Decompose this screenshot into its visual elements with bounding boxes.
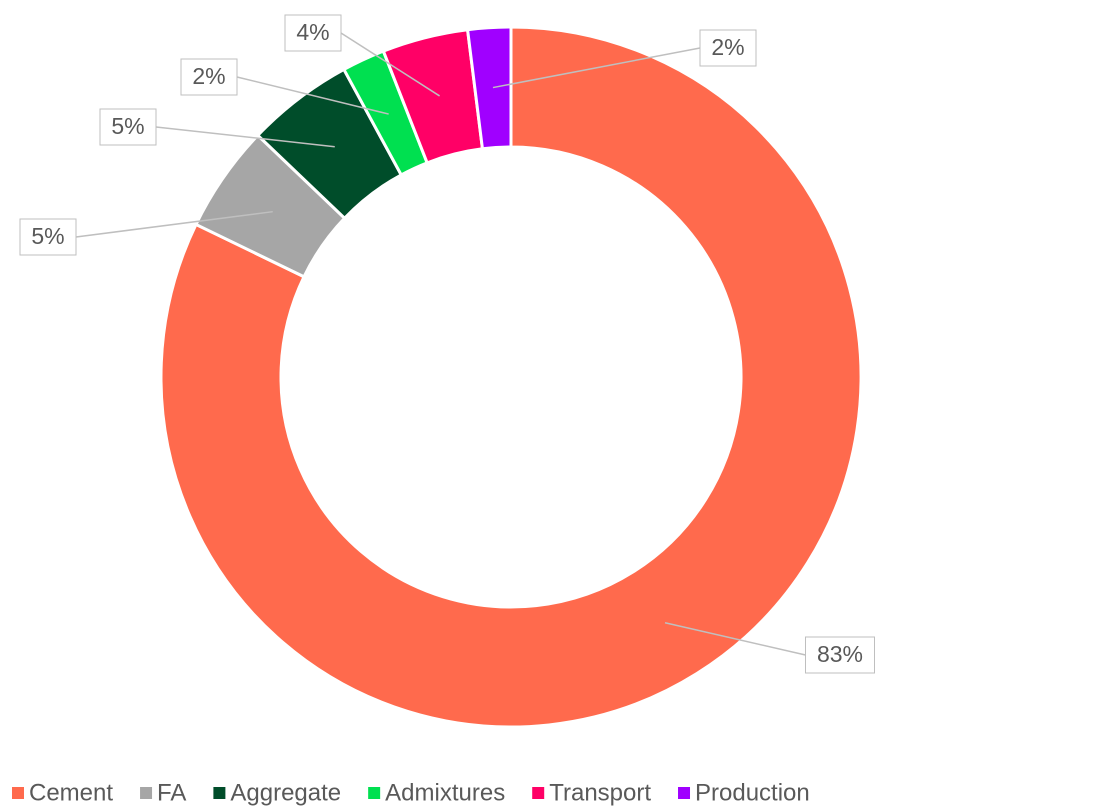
data-label: 5%: [111, 113, 144, 139]
data-label: 5%: [31, 223, 64, 249]
legend-marker: [678, 787, 691, 799]
data-label: 4%: [296, 19, 329, 45]
leader-line: [492, 47, 701, 89]
legend-marker: [532, 787, 545, 799]
label-box: [99, 108, 157, 146]
leader-line: [664, 621, 806, 656]
donut-segment: [465, 25, 513, 151]
legend-label: Admixtures: [385, 779, 505, 806]
legend-marker: [368, 787, 381, 799]
data-label: 2%: [711, 34, 744, 60]
leader-line: [155, 126, 335, 148]
label-box: [284, 14, 342, 52]
label-box: [699, 29, 757, 67]
donut-segment: [159, 25, 863, 729]
leader-line: [75, 210, 273, 238]
legend-marker: [12, 787, 24, 799]
legend-marker: [213, 787, 226, 799]
legend-label: Transport: [549, 779, 651, 806]
leader-line: [236, 76, 389, 115]
legend-label: Production: [695, 779, 810, 806]
leader-line: [340, 32, 440, 97]
legend-label: Cement: [29, 779, 113, 806]
legend-label: Aggregate: [230, 779, 341, 806]
data-label: 2%: [192, 63, 225, 89]
legend-marker: [140, 787, 153, 799]
legend-label: FA: [157, 779, 186, 806]
data-label: 83%: [817, 641, 863, 667]
label-box: [180, 58, 238, 96]
label-box: [805, 636, 875, 674]
label-box: [19, 218, 77, 256]
